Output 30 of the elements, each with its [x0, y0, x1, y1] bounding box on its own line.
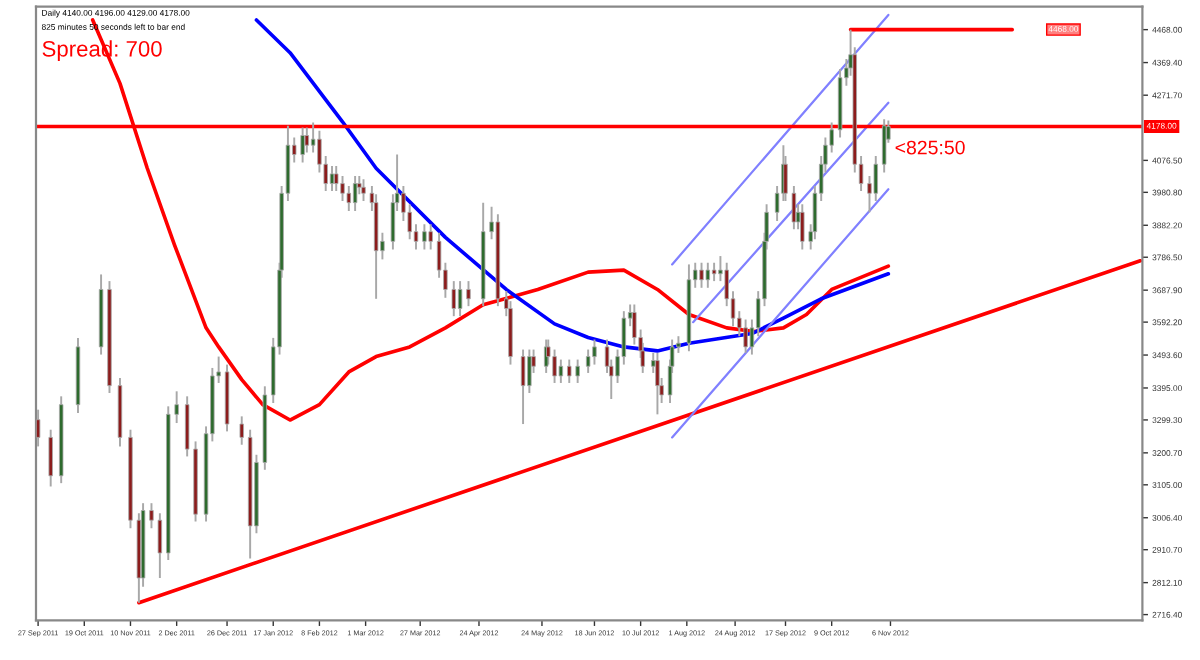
candlestick [881, 118, 887, 174]
candlestick [558, 358, 564, 384]
candlestick [711, 261, 717, 283]
candlestick [527, 348, 532, 394]
candlestick [422, 223, 427, 251]
candlestick [466, 280, 471, 308]
candlestick [655, 351, 660, 416]
annotation: <825:50 [895, 140, 965, 155]
candlestick [300, 126, 305, 164]
candlestick [48, 428, 53, 488]
candlestick [585, 348, 591, 374]
candlestick [352, 174, 358, 212]
candlestick [36, 408, 41, 448]
candlestick [743, 318, 748, 354]
candlestick [239, 415, 244, 446]
candlestick [346, 184, 352, 212]
candlestick [361, 178, 366, 202]
candlestick [329, 164, 335, 192]
candlestick [157, 512, 163, 579]
candlestick [705, 261, 711, 289]
candlestick [632, 303, 637, 346]
candlestick [520, 348, 526, 426]
candlestick [457, 280, 463, 318]
candlestick [575, 358, 580, 384]
candlestick [552, 348, 557, 384]
candlestick [428, 223, 433, 251]
candlestick [592, 338, 597, 366]
candlestick [567, 358, 572, 384]
candlestick [699, 261, 704, 289]
candlestick [800, 203, 805, 251]
